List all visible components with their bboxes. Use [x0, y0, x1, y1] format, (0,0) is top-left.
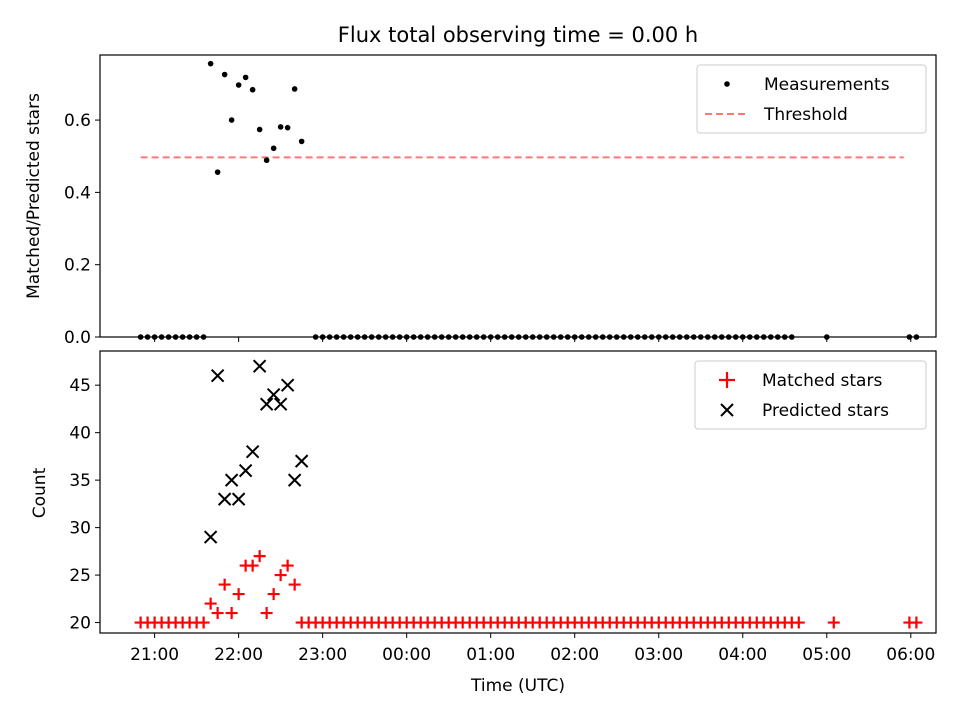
- x-tick-label: 04:00: [718, 645, 767, 665]
- point-predicted-stars: [280, 378, 295, 392]
- point-matched-stars: [197, 616, 210, 629]
- top-panel: 0.0 0.2 0.4 0.6 Matched/Predicted stars Mea…: [24, 54, 937, 348]
- point-measurements: [235, 82, 242, 88]
- x-tick-label: 05:00: [802, 645, 851, 665]
- bottom-y-tick-label: 35: [69, 471, 91, 491]
- x-tick-label: 00:00: [382, 645, 431, 665]
- x-tick-label: 03:00: [634, 645, 683, 665]
- point-measurements: [284, 124, 291, 131]
- bottom-axes-frame: [99, 350, 937, 634]
- top-y-tick-label: 0.2: [64, 256, 91, 276]
- top-y-tick-label: 0.4: [64, 183, 91, 203]
- top-plot-area: [137, 60, 920, 340]
- bottom-x-ticks: 21:00 22:00 23:00 00:00 01:00 02:00 03:00 04:00…: [130, 633, 935, 665]
- top-y-tick-label: 0.6: [64, 111, 91, 131]
- bottom-y-tick-label: 40: [69, 424, 91, 444]
- point-matched-stars: [225, 607, 238, 620]
- point-matched-stars: [910, 616, 923, 629]
- point-matched-stars: [260, 607, 273, 620]
- point-measurements: [214, 169, 221, 175]
- legend-marker-predicted: [720, 403, 734, 417]
- bottom-y-tick-label: 25: [69, 566, 91, 586]
- point-predicted-stars: [224, 473, 239, 487]
- point-predicted-stars: [217, 492, 232, 506]
- point-predicted-stars: [294, 454, 309, 468]
- point-predicted-stars: [259, 397, 274, 411]
- top-x-ticks: [154, 337, 912, 342]
- point-matched-stars: [267, 588, 280, 601]
- legend-marker-matched: [719, 372, 735, 388]
- legend-marker-measurements: [724, 81, 730, 87]
- legend-label-matched: Matched stars: [762, 371, 882, 391]
- x-axis-label: Time (UTC): [470, 676, 565, 696]
- bottom-y-ticks: 20 25 30 35 40 45: [69, 376, 100, 634]
- point-predicted-stars: [273, 397, 288, 411]
- point-predicted-stars: [203, 530, 218, 544]
- bottom-y-tick-label: 20: [69, 614, 91, 634]
- point-matched-stars: [792, 616, 805, 629]
- point-matched-stars: [281, 559, 294, 572]
- point-matched-stars: [274, 569, 287, 582]
- point-measurements: [228, 117, 235, 123]
- bottom-y-axis-label: Count: [30, 467, 50, 518]
- point-matched-stars: [288, 578, 301, 591]
- legend-label-predicted: Predicted stars: [762, 401, 889, 421]
- point-matched-stars: [246, 559, 259, 572]
- x-tick-label: 21:00: [130, 645, 179, 665]
- point-measurements: [256, 126, 263, 133]
- point-predicted-stars: [252, 359, 267, 373]
- point-measurements: [221, 71, 228, 78]
- top-y-tick-label: 0.0: [64, 328, 91, 348]
- bottom-legend-box: [694, 360, 927, 430]
- bottom-legend: Matched stars Predicted stars: [694, 360, 927, 430]
- point-matched-stars: [211, 607, 224, 620]
- legend-label-measurements: Measurements: [764, 75, 890, 95]
- point-matched-stars: [827, 616, 840, 629]
- top-legend-box: [696, 64, 927, 134]
- point-measurements: [242, 74, 249, 81]
- point-measurements: [277, 124, 284, 130]
- bottom-plot-area: [134, 359, 923, 629]
- point-matched-stars: [232, 588, 245, 601]
- point-predicted-stars: [287, 473, 302, 487]
- bottom-panel: 20 25 30 35 40 45 21:00 22:00 23:00 00:00 01:00 02…: [30, 350, 937, 696]
- point-measurements: [291, 86, 298, 92]
- x-tick-label: 06:00: [886, 645, 935, 665]
- top-axes-frame: [99, 54, 937, 338]
- top-y-ticks: 0.0 0.2 0.4 0.6: [64, 111, 100, 348]
- top-legend: Measurements Threshold: [696, 64, 927, 134]
- x-tick-label: 23:00: [298, 645, 347, 665]
- point-measurements: [263, 157, 270, 164]
- point-predicted-stars: [238, 463, 253, 478]
- x-tick-label: 22:00: [214, 645, 263, 665]
- point-predicted-stars: [266, 387, 281, 402]
- legend-label-threshold: Threshold: [763, 105, 848, 125]
- x-tick-label: 01:00: [466, 645, 515, 665]
- point-predicted-stars: [210, 368, 225, 383]
- top-y-axis-label: Matched/Predicted stars: [24, 93, 44, 299]
- point-measurements: [249, 86, 256, 93]
- chart-title: Flux total observing time = 0.00 h: [338, 23, 698, 47]
- point-predicted-stars: [231, 492, 246, 506]
- point-measurements: [298, 138, 305, 145]
- point-matched-stars: [218, 578, 231, 591]
- point-predicted-stars: [245, 444, 260, 459]
- x-tick-label: 02:00: [550, 645, 599, 665]
- bottom-y-tick-label: 30: [69, 519, 91, 539]
- point-measurements: [207, 60, 214, 67]
- point-matched-stars: [253, 550, 266, 563]
- point-matched-stars: [204, 597, 217, 610]
- point-measurements: [270, 145, 277, 152]
- bottom-y-tick-label: 45: [69, 376, 91, 396]
